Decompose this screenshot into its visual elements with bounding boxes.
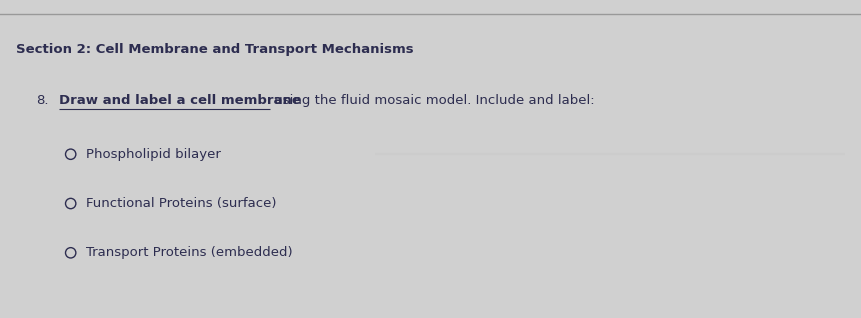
Text: Transport Proteins (embedded): Transport Proteins (embedded) (86, 246, 293, 259)
Text: Section 2: Cell Membrane and Transport Mechanisms: Section 2: Cell Membrane and Transport M… (15, 43, 412, 56)
Text: 8.: 8. (36, 94, 49, 107)
Text: Functional Proteins (surface): Functional Proteins (surface) (86, 197, 276, 210)
Text: using the fluid mosaic model. Include and label:: using the fluid mosaic model. Include an… (269, 94, 594, 107)
Text: Phospholipid bilayer: Phospholipid bilayer (86, 148, 220, 161)
Text: Draw and label a cell membrane: Draw and label a cell membrane (59, 94, 300, 107)
